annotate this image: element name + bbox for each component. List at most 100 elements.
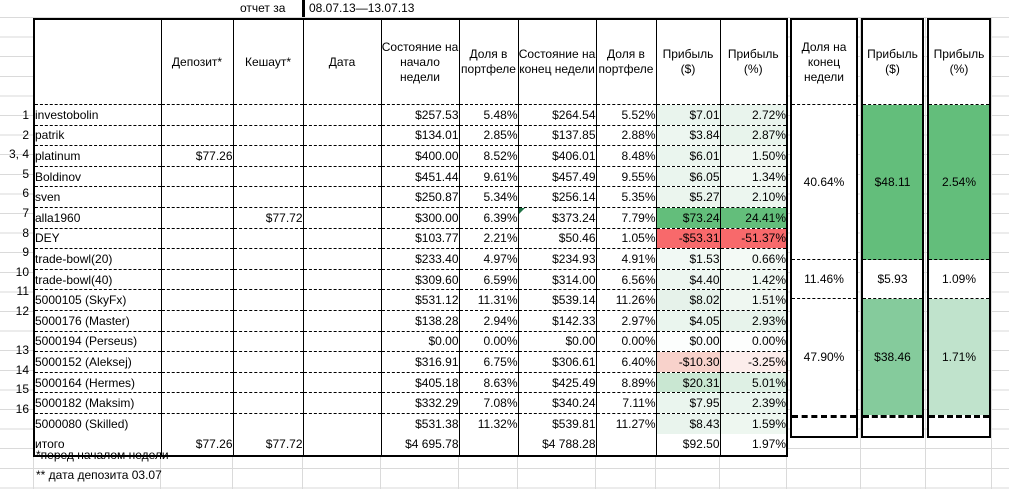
header-deposit[interactable]: Депозит*	[160, 19, 233, 105]
header-end-balance[interactable]: Состояние на конец недели	[517, 19, 596, 105]
cell-end-balance[interactable]: $256.14	[517, 186, 596, 208]
cell-end-balance[interactable]: $457.49	[517, 165, 596, 187]
cell-start-balance[interactable]: $309.60	[380, 268, 459, 290]
cell-share-end[interactable]: 2.88%	[595, 124, 656, 146]
cell-cashout[interactable]	[232, 145, 303, 167]
cell-share-end[interactable]: 11.26%	[595, 289, 656, 311]
row-number[interactable]: 2	[22, 127, 29, 142]
row-number[interactable]: 3, 4	[8, 147, 29, 162]
cell-deposit[interactable]	[160, 412, 233, 434]
cell-share-end[interactable]: 8.48%	[595, 145, 656, 167]
cell-start-balance[interactable]: $531.12	[380, 289, 459, 311]
group-share-total[interactable]	[792, 415, 856, 436]
row-number[interactable]: 1	[22, 108, 29, 122]
row-number[interactable]: 15	[15, 382, 29, 397]
cell-deposit[interactable]	[160, 268, 233, 290]
cell-end-balance[interactable]: $425.49	[517, 371, 596, 393]
total-end-balance[interactable]: $4 788.28	[517, 433, 596, 456]
cell-deposit[interactable]	[160, 289, 233, 311]
cell-end-balance[interactable]: $314.00	[517, 268, 596, 290]
cell-profit-usd[interactable]: $5.27	[655, 186, 720, 208]
cell-start-balance[interactable]: $405.18	[380, 371, 459, 393]
cell-profit-usd[interactable]: $3.84	[655, 124, 720, 146]
cell-start-balance[interactable]: $138.28	[380, 309, 459, 332]
cell-share-start[interactable]: 6.39%	[458, 206, 518, 229]
cell-share-start[interactable]: 2.94%	[458, 309, 518, 332]
total-profit-usd[interactable]: $92.50	[655, 433, 720, 456]
cell-profit-usd[interactable]: $6.05	[655, 165, 720, 187]
cell-end-balance[interactable]: $50.46	[517, 227, 596, 249]
cell-end-balance[interactable]: $340.24	[517, 392, 596, 414]
cell-end-balance[interactable]: $234.93	[517, 248, 596, 270]
cell-profit-usd[interactable]: $7.01	[655, 104, 720, 126]
cell-start-balance[interactable]: $531.38	[380, 412, 459, 434]
cell-cashout[interactable]	[232, 186, 303, 208]
cell-date[interactable]	[302, 351, 381, 373]
group-share-3[interactable]: 47.90%	[803, 350, 845, 364]
header-name[interactable]	[33, 19, 161, 105]
cell-share-start[interactable]: 8.63%	[458, 371, 518, 393]
cell-start-balance[interactable]: $316.91	[380, 351, 459, 373]
cell-share-end[interactable]: 4.91%	[595, 248, 656, 270]
cell-date[interactable]	[302, 227, 381, 249]
header-start-balance[interactable]: Состояние на начало недели	[380, 19, 459, 105]
row-number[interactable]: 12	[15, 304, 29, 318]
cell-name[interactable]: 5000152 (Aleksej)	[33, 351, 161, 373]
cell-share-end[interactable]: 7.79%	[595, 206, 656, 229]
cell-share-start[interactable]: 0.00%	[458, 330, 518, 352]
group-share-2[interactable]: 11.46%	[792, 260, 856, 299]
cell-cashout[interactable]	[232, 412, 303, 434]
cell-share-end[interactable]: 1.05%	[595, 227, 656, 249]
cell-name[interactable]: 5000105 (SkyFx)	[33, 289, 161, 311]
cell-start-balance[interactable]: $451.44	[380, 165, 459, 187]
cell-date[interactable]	[302, 145, 381, 167]
row-number[interactable]: 11	[16, 284, 29, 299]
cell-end-balance[interactable]: $306.61	[517, 351, 596, 373]
cell-share-end[interactable]: 7.11%	[595, 392, 656, 414]
header-cashout[interactable]: Кешаут*	[232, 19, 303, 105]
cell-deposit[interactable]	[160, 330, 233, 352]
cell-profit-pct[interactable]: 2.93%	[719, 309, 787, 332]
cell-start-balance[interactable]: $257.53	[380, 104, 459, 126]
summary-header-profit-usd[interactable]: Прибыль ($)	[863, 20, 922, 105]
cell-share-start[interactable]: 2.21%	[458, 227, 518, 249]
cell-date[interactable]	[302, 371, 381, 393]
cell-cashout[interactable]	[232, 392, 303, 414]
cell-share-end[interactable]: 6.56%	[595, 268, 656, 290]
cell-share-end[interactable]: 5.52%	[595, 104, 656, 126]
cell-date[interactable]	[302, 412, 381, 434]
cell-profit-usd[interactable]: $1.53	[655, 248, 720, 270]
total-date[interactable]	[302, 433, 381, 456]
group-profit-pct-2[interactable]: 1.09%	[929, 260, 989, 299]
cell-deposit[interactable]	[160, 248, 233, 270]
cell-end-balance[interactable]: $373.24	[517, 206, 596, 229]
cell-share-end[interactable]: 5.35%	[595, 186, 656, 208]
cell-name[interactable]: 5000080 (Skilled)	[33, 412, 161, 434]
cell-profit-usd[interactable]: $4.05	[655, 309, 720, 332]
cell-deposit[interactable]	[160, 392, 233, 414]
cell-profit-pct[interactable]: 1.34%	[719, 165, 787, 187]
summary-header-share[interactable]: Доля на конец недели	[792, 20, 856, 105]
cell-profit-usd[interactable]: $8.02	[655, 289, 720, 311]
cell-end-balance[interactable]: $142.33	[517, 309, 596, 332]
cell-deposit[interactable]	[160, 206, 233, 229]
header-share-start[interactable]: Доля в портфеле	[458, 19, 518, 105]
cell-profit-usd[interactable]: -$10.30	[655, 351, 720, 373]
cell-deposit[interactable]	[160, 309, 233, 332]
cell-name[interactable]: patrik	[33, 124, 161, 146]
report-label[interactable]: отчет за	[232, 0, 302, 17]
cell-cashout[interactable]: $77.72	[232, 206, 303, 229]
cell-end-balance[interactable]: $539.81	[517, 412, 596, 434]
row-number[interactable]	[0, 322, 29, 342]
cell-deposit[interactable]	[160, 371, 233, 393]
cell-end-balance[interactable]: $137.85	[517, 124, 596, 146]
cell-profit-usd[interactable]: $20.31	[655, 371, 720, 393]
cell-cashout[interactable]	[232, 351, 303, 373]
cell-deposit[interactable]	[160, 124, 233, 146]
cell-share-start[interactable]: 2.85%	[458, 124, 518, 146]
cell-end-balance[interactable]: $264.54	[517, 104, 596, 126]
cell-profit-pct[interactable]: 0.66%	[719, 248, 787, 270]
total-share-end[interactable]	[595, 433, 656, 456]
cell-profit-usd[interactable]: $8.43	[655, 412, 720, 434]
cell-share-start[interactable]: 6.75%	[458, 351, 518, 373]
